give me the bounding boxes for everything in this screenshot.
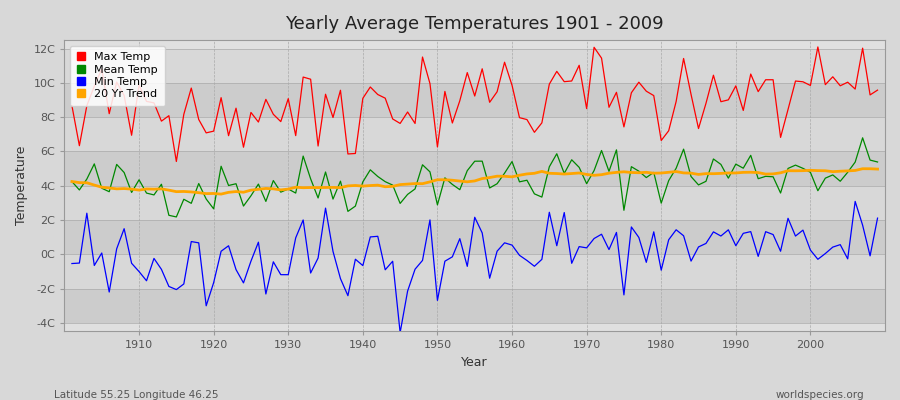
Bar xyxy=(65,152,885,186)
Bar xyxy=(65,49,885,83)
Bar xyxy=(65,220,885,254)
Bar xyxy=(65,83,885,117)
Text: Latitude 55.25 Longitude 46.25: Latitude 55.25 Longitude 46.25 xyxy=(54,390,219,400)
Bar xyxy=(65,288,885,323)
Bar xyxy=(65,254,885,288)
Title: Yearly Average Temperatures 1901 - 2009: Yearly Average Temperatures 1901 - 2009 xyxy=(285,15,664,33)
X-axis label: Year: Year xyxy=(462,356,488,369)
Y-axis label: Temperature: Temperature xyxy=(15,146,28,226)
Text: worldspecies.org: worldspecies.org xyxy=(776,390,864,400)
Legend: Max Temp, Mean Temp, Min Temp, 20 Yr Trend: Max Temp, Mean Temp, Min Temp, 20 Yr Tre… xyxy=(70,46,165,106)
Bar xyxy=(65,117,885,152)
Bar xyxy=(65,186,885,220)
